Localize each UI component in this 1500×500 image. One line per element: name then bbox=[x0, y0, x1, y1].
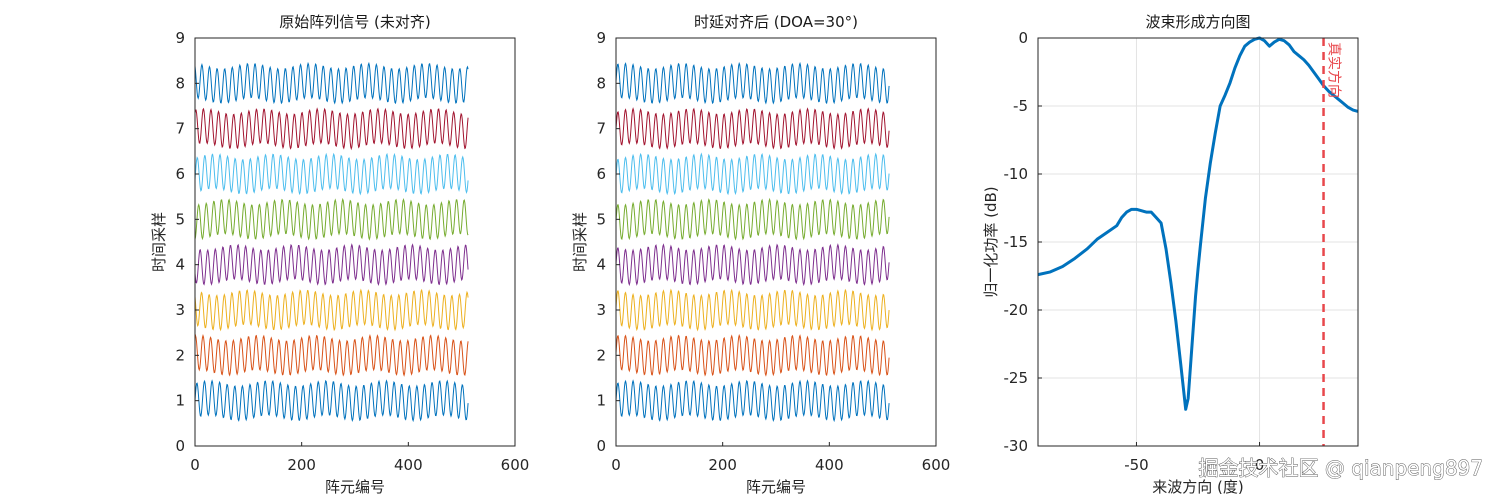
y-tick-labels: 0 -5 -10 -15 -20 -25 -30 bbox=[1004, 29, 1042, 455]
y-axis-label: 归一化功率 (dB) bbox=[982, 186, 1000, 297]
y-tick-label: 7 bbox=[175, 120, 185, 138]
x-tick-label: 600 bbox=[501, 456, 530, 474]
y-tick-label: 5 bbox=[175, 210, 185, 228]
y-tick-label: -5 bbox=[1013, 97, 1028, 115]
chart-title: 原始阵列信号 (未对齐) bbox=[279, 13, 430, 31]
true-direction-label: 真实方向 bbox=[1326, 42, 1342, 98]
y-tick-labels: 0 1 2 3 4 5 6 7 8 9 bbox=[596, 29, 620, 455]
axes-box bbox=[194, 37, 516, 447]
series-line-ch2 bbox=[615, 333, 890, 377]
x-tick-label: 0 bbox=[190, 456, 200, 474]
y-tick-label: 6 bbox=[175, 165, 185, 183]
series-line-ch3 bbox=[615, 288, 890, 332]
x-tick-label: 600 bbox=[922, 456, 951, 474]
x-tick-label: 400 bbox=[394, 456, 423, 474]
x-tick-label: 400 bbox=[815, 456, 844, 474]
series-line-ch4 bbox=[615, 243, 890, 287]
y-tick-label: 4 bbox=[175, 256, 185, 274]
plot-area bbox=[615, 61, 890, 423]
series-line-ch5 bbox=[615, 197, 890, 241]
y-tick-label: 8 bbox=[596, 74, 606, 92]
series-line-beam-pattern bbox=[1037, 36, 1359, 411]
y-tick-label: 6 bbox=[596, 165, 606, 183]
y-tick-label: 8 bbox=[175, 74, 185, 92]
y-tick-label: -15 bbox=[1004, 233, 1029, 251]
series-line-ch1 bbox=[615, 379, 890, 423]
x-tick-label: 0 bbox=[611, 456, 621, 474]
y-tick-label: 9 bbox=[596, 29, 606, 47]
plot-area: 真实方向 bbox=[1037, 36, 1359, 446]
y-tick-label: -10 bbox=[1004, 165, 1029, 183]
series-line-ch2 bbox=[194, 333, 469, 377]
series-line-ch6 bbox=[615, 152, 890, 196]
y-axis-label: 时间采样 bbox=[150, 212, 168, 272]
y-tick-label: -25 bbox=[1004, 369, 1029, 387]
x-tick-labels: -50 0 bbox=[1124, 442, 1264, 474]
y-tick-label: 7 bbox=[596, 120, 606, 138]
y-tick-label: -30 bbox=[1004, 437, 1029, 455]
y-tick-label: 2 bbox=[596, 346, 606, 364]
y-tick-label: 0 bbox=[596, 437, 606, 455]
y-tick-label: -20 bbox=[1004, 301, 1029, 319]
plot-area bbox=[194, 61, 469, 423]
series-line-ch7 bbox=[194, 107, 469, 151]
y-tick-label: 9 bbox=[175, 29, 185, 47]
x-axis-label: 阵元编号 bbox=[325, 478, 385, 496]
chart-beam-pattern: 波束形成方向图 真实方向 -50 0 0 -5 -10 -15 -20 -25 -30 来波方… bbox=[982, 13, 1359, 496]
y-tick-label: 1 bbox=[175, 392, 185, 410]
y-tick-label: 0 bbox=[175, 437, 185, 455]
y-tick-label: 0 bbox=[1018, 29, 1028, 47]
series-line-ch5 bbox=[194, 197, 469, 241]
y-tick-label: 4 bbox=[596, 256, 606, 274]
series-line-ch7 bbox=[615, 107, 890, 151]
grid-lines bbox=[1038, 37, 1358, 447]
watermark: 掘金技术社区 @ qianpeng897 bbox=[1199, 456, 1483, 480]
x-axis-label: 来波方向 (度) bbox=[1152, 478, 1243, 496]
series-line-ch6 bbox=[194, 152, 469, 196]
chart-aligned-array: 时延对齐后 (DOA=30°) 0 200 400 600 0 1 2 3 4 5 6 7 8 9 阵元… bbox=[571, 13, 950, 496]
y-tick-label: 1 bbox=[596, 392, 606, 410]
y-tick-label: 5 bbox=[596, 210, 606, 228]
chart-title: 时延对齐后 (DOA=30°) bbox=[694, 13, 858, 31]
x-axis-label: 阵元编号 bbox=[746, 478, 806, 496]
axes-box bbox=[615, 37, 937, 447]
series-line-ch4 bbox=[194, 243, 469, 286]
y-tick-labels: 0 1 2 3 4 5 6 7 8 9 bbox=[175, 29, 199, 455]
y-tick-label: 3 bbox=[596, 301, 606, 319]
chart-title: 波束形成方向图 bbox=[1145, 13, 1250, 31]
y-axis-label: 时间采样 bbox=[571, 212, 589, 272]
series-line-ch8 bbox=[615, 61, 890, 105]
series-line-ch3 bbox=[194, 288, 469, 332]
x-tick-labels: 0 200 400 600 bbox=[190, 442, 529, 474]
y-tick-label: 3 bbox=[175, 301, 185, 319]
x-tick-label: -50 bbox=[1124, 456, 1149, 474]
y-tick-label: 2 bbox=[175, 346, 185, 364]
x-tick-label: 200 bbox=[708, 456, 737, 474]
series-line-ch8 bbox=[194, 61, 469, 105]
series-line-ch1 bbox=[194, 379, 469, 423]
x-tick-label: 200 bbox=[287, 456, 316, 474]
x-tick-label: 0 bbox=[1255, 456, 1265, 474]
x-tick-labels: 0 200 400 600 bbox=[611, 442, 950, 474]
